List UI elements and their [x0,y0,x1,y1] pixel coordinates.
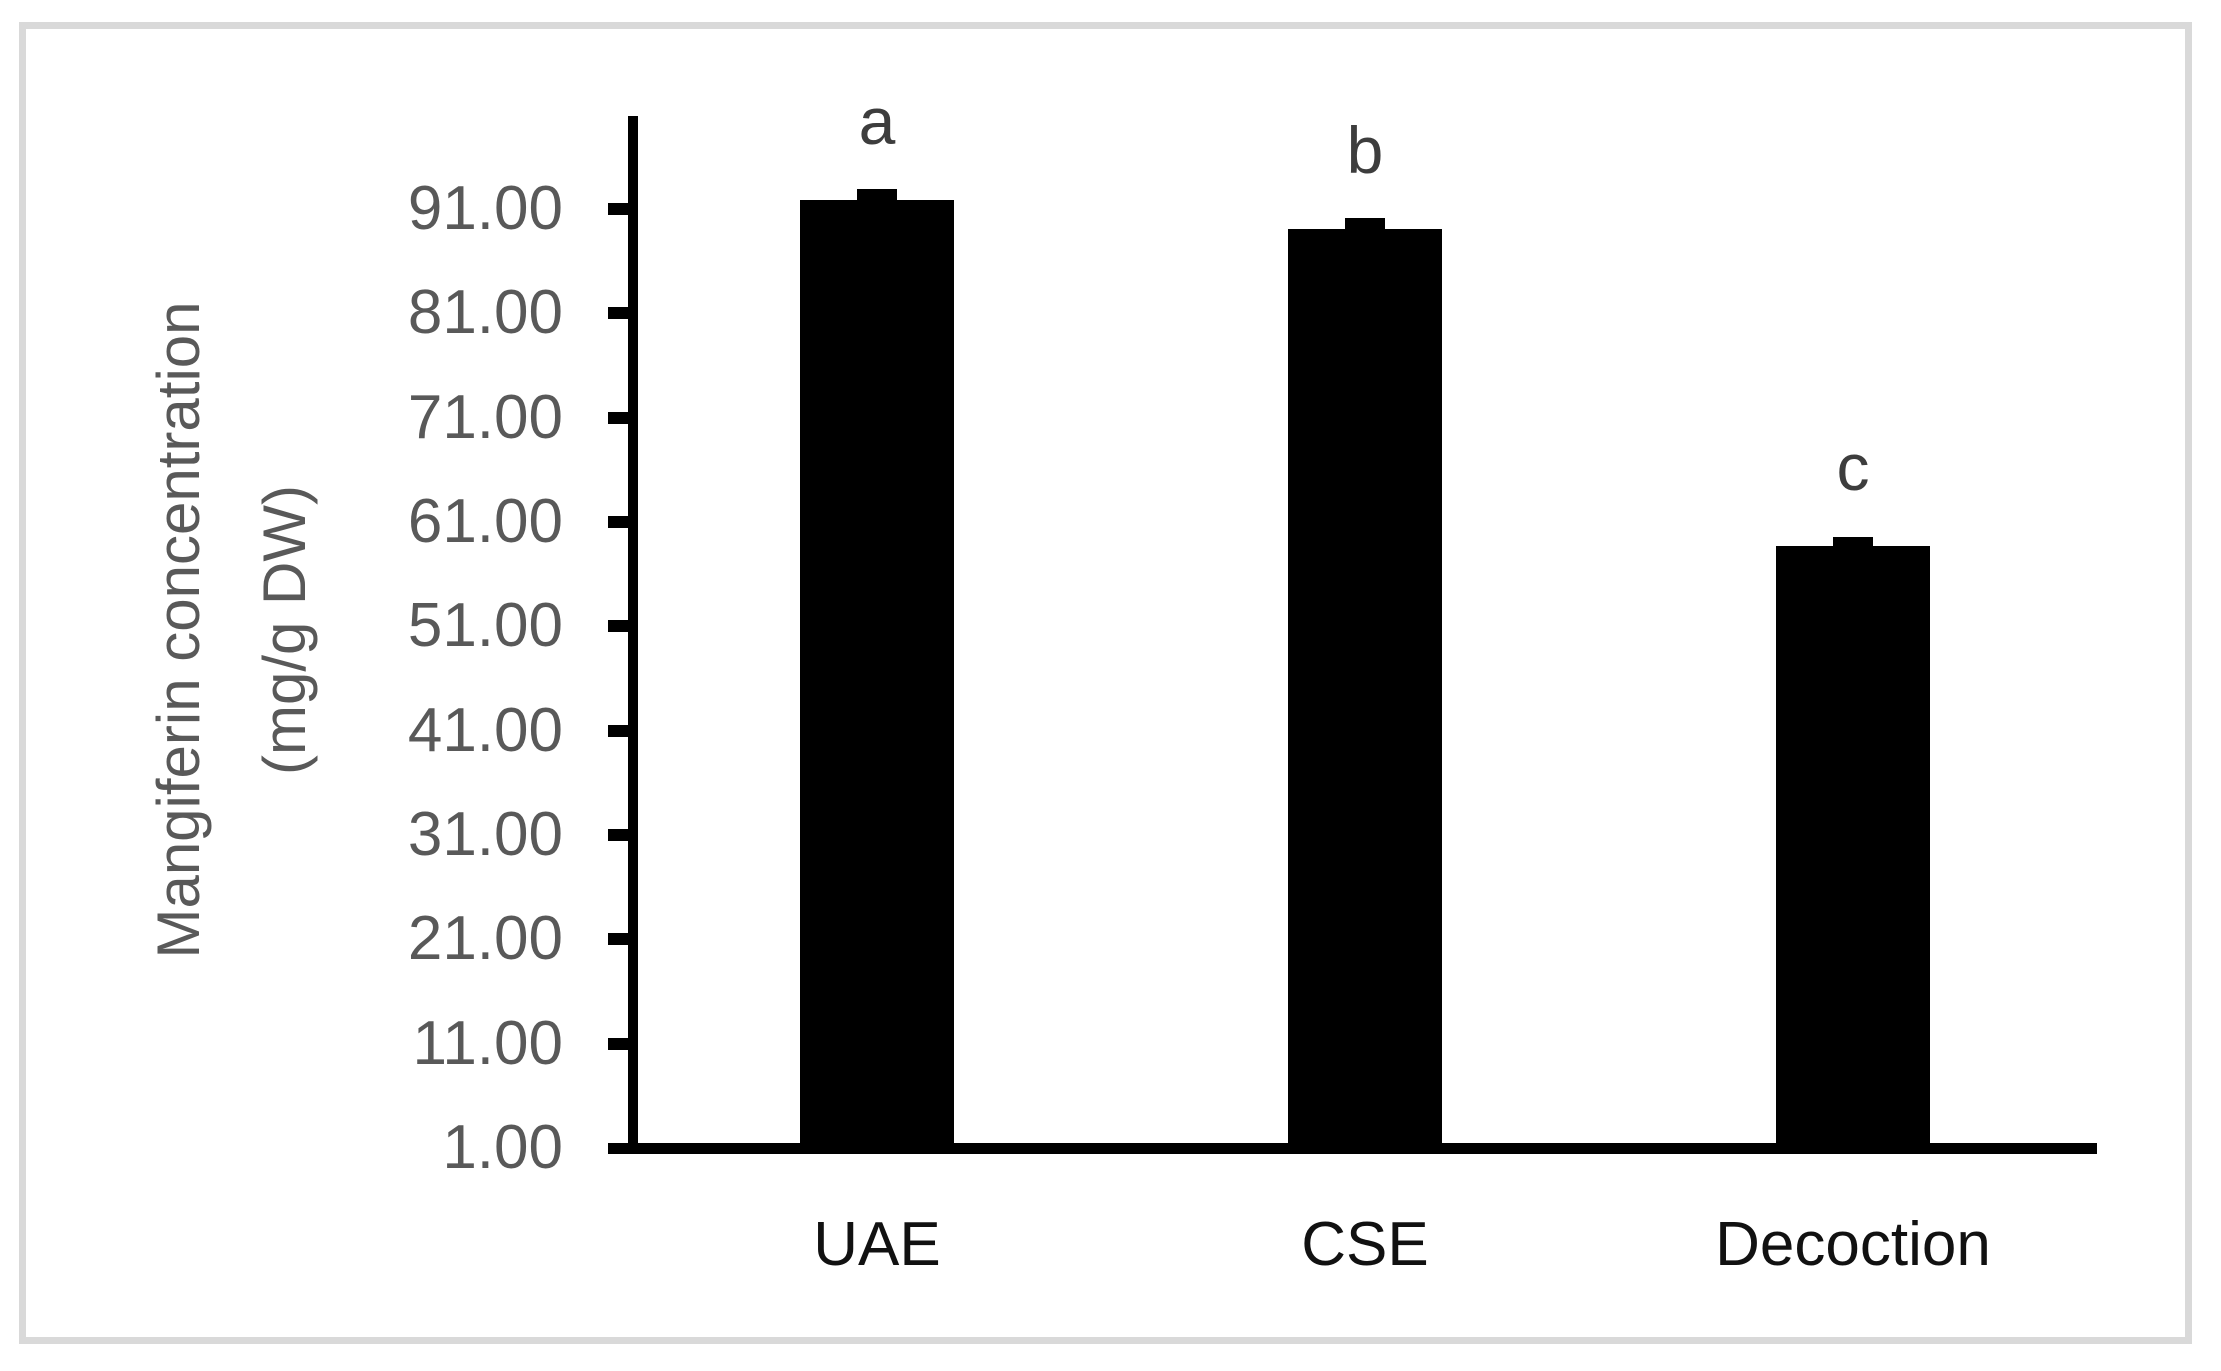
y-tick-label: 61.00 [407,487,563,557]
y-tick-mark [608,203,628,216]
significance-letter: c [1836,430,1870,505]
y-tick-label: 21.00 [407,904,563,974]
category-label: CSE [1301,1210,1429,1279]
y-tick-mark [608,1037,628,1050]
y-tick-label: 31.00 [407,800,563,869]
error-bar [857,189,897,200]
y-tick-mark [608,516,628,529]
y-tick-mark [608,620,628,633]
x-axis-line [608,1143,2097,1154]
error-bar [1345,218,1385,229]
y-tick-label: 81.00 [407,278,563,348]
bar [1776,546,1930,1143]
y-tick-label: 91.00 [407,174,563,244]
bar [800,199,954,1143]
y-tick-mark [608,411,628,424]
category-label: UAE [813,1210,941,1279]
bar [1288,228,1442,1143]
y-tick-mark [608,724,628,737]
y-tick-mark [608,829,628,841]
category-label: Decoction [1715,1210,1991,1279]
significance-letter: a [858,83,896,158]
significance-letter: b [1346,112,1384,187]
figure-border [19,22,2192,1344]
y-tick-label: 51.00 [407,591,563,661]
y-tick-label: 11.00 [412,1008,563,1078]
y-tick-mark [608,933,628,946]
y-tick-label: 41.00 [407,695,563,765]
y-axis-title-line1: Mangiferin concentration [145,301,212,959]
y-tick-label: 1.00 [442,1113,563,1182]
error-bar [1833,536,1873,546]
y-axis-line [628,116,638,1154]
y-tick-label: 71.00 [407,382,563,452]
y-tick-mark [608,307,628,320]
